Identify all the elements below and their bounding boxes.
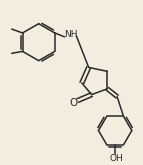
Text: NH: NH xyxy=(64,30,77,39)
Text: OH: OH xyxy=(109,154,123,163)
Text: O: O xyxy=(70,98,78,108)
